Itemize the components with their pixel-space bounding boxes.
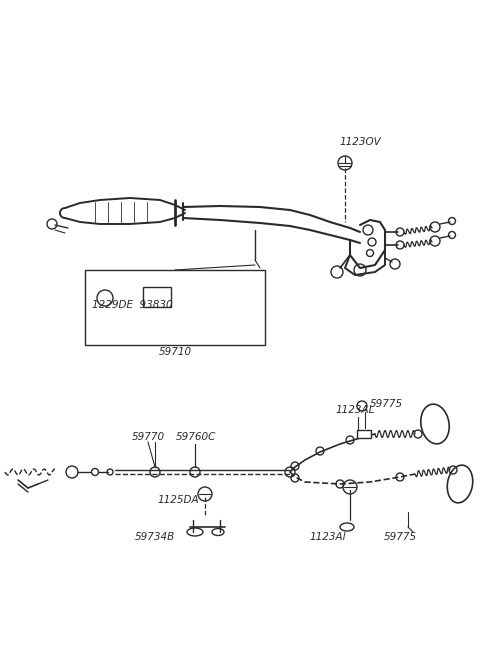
Text: 59775: 59775 <box>384 532 417 542</box>
Text: 1125DA: 1125DA <box>158 495 200 505</box>
Bar <box>143 287 171 307</box>
Text: 1123AL: 1123AL <box>336 405 375 415</box>
Bar <box>357 430 371 438</box>
Text: 59775: 59775 <box>370 399 403 409</box>
Text: 59760C: 59760C <box>176 432 216 442</box>
Text: 1123Al: 1123Al <box>310 532 346 542</box>
Text: 1123OV: 1123OV <box>340 137 382 147</box>
Bar <box>85 270 265 345</box>
Text: 59710: 59710 <box>158 347 192 357</box>
Text: 59770: 59770 <box>132 432 165 442</box>
Text: 59734B: 59734B <box>135 532 175 542</box>
Text: 1229DE  93830: 1229DE 93830 <box>92 300 173 310</box>
